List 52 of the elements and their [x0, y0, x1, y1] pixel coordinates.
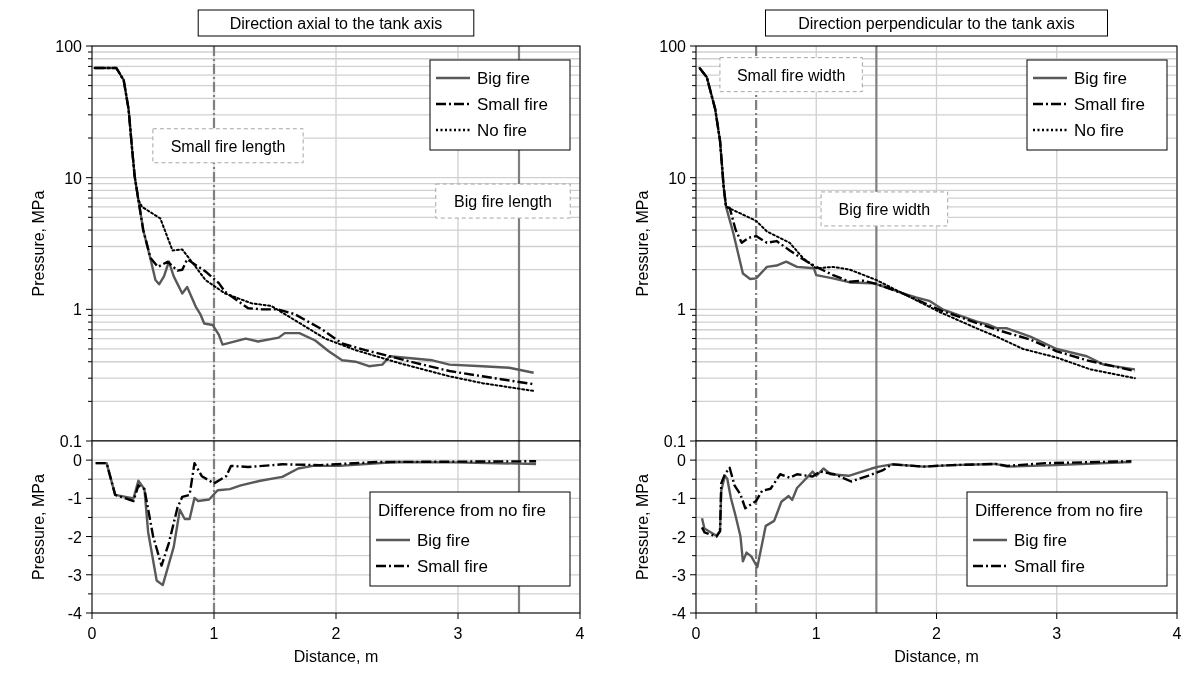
x-tick-label: 0 — [691, 625, 701, 642]
y-tick-label: 0 — [677, 452, 687, 470]
y-tick-label: 0.1 — [59, 433, 83, 450]
ref-line-label: Big fire width — [838, 200, 931, 218]
y-tick-label: 1 — [73, 301, 83, 319]
legend-label: Big fire — [1014, 531, 1067, 550]
x-tick-label: 3 — [1052, 625, 1062, 642]
x-tick-label: 2 — [331, 625, 341, 642]
x-tick-label: 4 — [1172, 625, 1182, 642]
y-axis-title: Pressure, MPa — [634, 473, 651, 580]
y-tick-label: 0.1 — [663, 433, 687, 450]
legend-label: Small fire — [417, 557, 488, 576]
y-tick-label: 10 — [64, 169, 83, 187]
y-axis-title: Pressure, MPa — [30, 473, 47, 580]
legend-label: Big fire — [417, 531, 470, 550]
y-axis-title: Pressure, MPa — [30, 190, 47, 297]
legend-title: Difference from no fire — [378, 501, 546, 520]
legend-label: Big fire — [1074, 69, 1127, 88]
y-tick-label: 100 — [659, 38, 687, 55]
ref-line-label: Small fire width — [736, 66, 846, 84]
x-axis-title: Distance, m — [293, 648, 379, 665]
x-tick-label: 2 — [932, 625, 942, 642]
x-tick-label: 4 — [575, 625, 585, 642]
x-tick-label: 1 — [209, 625, 219, 642]
legend-label: Big fire — [477, 69, 530, 88]
legend-title: Difference from no fire — [975, 501, 1143, 520]
legend-label: No fire — [1074, 121, 1125, 140]
y-tick-label: -1 — [671, 490, 687, 508]
legend-label: Small fire — [477, 95, 548, 114]
y-tick-label: 100 — [55, 38, 83, 55]
ref-line-label: Big fire length — [454, 193, 552, 211]
chart-title: Direction perpendicular to the tank axis — [798, 15, 1075, 32]
y-tick-label: -3 — [671, 566, 687, 584]
ref-line-label: Small fire length — [170, 137, 286, 155]
x-tick-label: 1 — [811, 625, 821, 642]
y-tick-label: -4 — [67, 605, 83, 622]
x-axis-title: Distance, m — [894, 648, 979, 665]
legend-label: No fire — [477, 121, 528, 140]
y-tick-label: -4 — [671, 605, 687, 622]
x-tick-label: 0 — [87, 625, 97, 642]
legend-label: Small fire — [1014, 557, 1085, 576]
y-tick-label: -1 — [67, 490, 83, 508]
y-tick-label: 0 — [73, 452, 83, 470]
y-axis-title: Pressure, MPa — [634, 190, 651, 297]
y-tick-label: 10 — [668, 169, 687, 187]
x-tick-label: 3 — [453, 625, 463, 642]
chart-title: Direction axial to the tank axis — [229, 15, 443, 32]
y-tick-label: -2 — [671, 528, 687, 546]
legend-label: Small fire — [1074, 95, 1145, 114]
y-tick-label: 1 — [677, 301, 687, 319]
y-tick-label: -2 — [67, 528, 83, 546]
y-tick-label: -3 — [67, 566, 83, 584]
